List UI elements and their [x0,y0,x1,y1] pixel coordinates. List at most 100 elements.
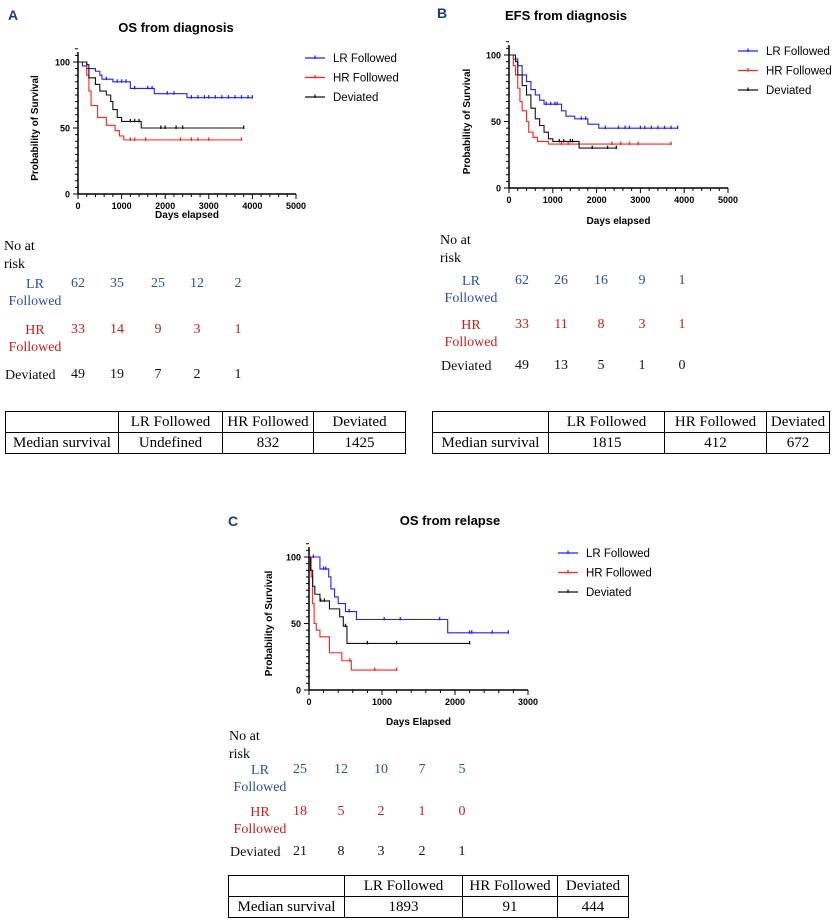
risk-row-label: HR Followed [444,318,498,350]
risk-table-heading: No at risk [229,729,260,762]
y-tick-label: 50 [60,124,70,134]
risk-row-label: Deviated [230,845,281,860]
row-label: Median survival [432,432,549,454]
risk-value: 2 [377,804,385,819]
column-header: HR Followed [664,411,767,433]
x-tick-label: 1000 [543,195,563,205]
column-header: LR Followed [344,875,463,897]
risk-value: 12 [334,762,348,777]
x-tick-label: 1000 [372,697,392,707]
median-survival-table: LR Followed HR Followed Deviated Median sur… [432,411,830,454]
column-header: LR Followed [548,411,665,433]
risk-value: 11 [554,317,568,332]
x-tick-label: 4000 [674,195,694,205]
risk-value: 26 [554,273,568,288]
x-tick-label: 2000 [445,697,465,707]
column-header: Deviated [557,875,629,897]
median-value: Undefined [118,432,223,454]
km-curve-lr-followed [509,54,678,129]
x-tick-label: 0 [306,697,311,707]
x-tick-label: 0 [75,201,80,211]
risk-value: 1 [678,273,686,288]
column-header: HR Followed [222,411,314,433]
x-tick-label: 5000 [286,201,306,211]
y-tick-label: 100 [55,58,70,68]
km-curve-deviated [78,61,244,129]
x-tick-label: 5000 [718,195,738,205]
risk-value: 5 [337,804,345,819]
km-curve-hr-followed [309,556,397,671]
y-tick-label: 0 [496,184,501,194]
legend-label: Deviated [333,92,378,104]
km-curve-hr-followed [509,54,672,145]
column-header: HR Followed [462,875,558,897]
x-axis-label: Days elapsed [587,216,651,227]
risk-value: 35 [110,276,124,291]
panel-letter: A [8,7,18,23]
chart-title: OS from relapse [400,513,500,528]
panel-letter: C [228,513,238,529]
risk-row-label: LR Followed [8,277,62,309]
km-curve-deviated [509,54,617,149]
median-value: 444 [557,896,629,918]
x-tick-label: 2000 [155,201,175,211]
risk-value: 0 [458,804,466,819]
risk-value: 2 [418,844,426,859]
risk-value: 25 [151,276,165,291]
risk-row-label: Deviated [441,359,492,374]
median-value: 832 [222,432,314,454]
median-value: 412 [664,432,767,454]
risk-value: 62 [515,273,529,288]
km-curve-lr-followed [78,61,253,99]
x-tick-label: 4000 [242,201,262,211]
risk-value: 7 [418,762,426,777]
risk-value: 2 [234,276,242,291]
y-axis-label: Probability of Survival [264,570,275,676]
risk-value: 49 [71,367,85,382]
x-axis-label: Days elapsed [155,210,219,221]
risk-value: 3 [638,317,646,332]
risk-value: 1 [234,322,242,337]
x-tick-label: 0 [506,195,511,205]
column-header [228,875,345,897]
risk-value: 12 [190,276,204,291]
y-tick-label: 0 [296,686,301,696]
risk-value: 25 [293,762,307,777]
median-survival-table: LR Followed HR Followed Deviated Median sur… [228,875,629,918]
risk-value: 18 [293,804,307,819]
y-tick-label: 100 [286,553,301,563]
legend-label: HR Followed [333,73,399,85]
panel-letter: B [437,5,447,21]
x-tick-label: 2000 [587,195,607,205]
risk-row-label: LR Followed [444,274,498,306]
median-value: 1815 [548,432,665,454]
risk-value: 1 [234,367,242,382]
legend-label: HR Followed [586,568,652,580]
column-header [432,411,549,433]
y-tick-label: 50 [291,619,301,629]
x-axis-label: Days Elapsed [386,717,451,728]
risk-table-heading: No at risk [440,233,471,266]
row-label: Median survival [5,432,119,454]
risk-value: 9 [638,273,646,288]
column-header: LR Followed [118,411,223,433]
x-tick-label: 3000 [518,697,538,707]
risk-value: 1 [458,844,466,859]
y-tick-label: 100 [486,51,501,61]
risk-row-label: Deviated [5,368,56,383]
legend-label: LR Followed [586,548,650,560]
risk-value: 2 [193,367,201,382]
y-axis-label: Probability of Survival [462,68,473,174]
x-tick-label: 3000 [199,201,219,211]
x-tick-label: 3000 [630,195,650,205]
row-label: Median survival [228,896,345,918]
risk-value: 1 [418,804,426,819]
risk-value: 33 [71,322,85,337]
risk-value: 8 [597,317,605,332]
risk-value: 5 [458,762,466,777]
risk-value: 33 [515,317,529,332]
median-value: 1893 [344,896,463,918]
risk-row-label: HR Followed [8,323,62,355]
risk-value: 1 [638,358,646,373]
